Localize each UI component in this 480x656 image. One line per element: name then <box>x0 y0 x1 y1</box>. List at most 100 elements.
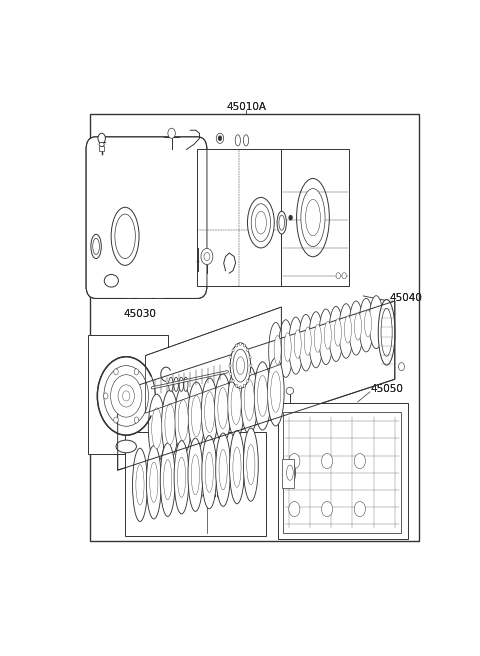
Ellipse shape <box>115 214 135 258</box>
Circle shape <box>104 365 148 426</box>
Circle shape <box>250 364 252 367</box>
Text: 45030: 45030 <box>123 308 156 319</box>
Text: 45030: 45030 <box>123 308 156 319</box>
Circle shape <box>108 266 124 289</box>
Ellipse shape <box>215 374 231 442</box>
Ellipse shape <box>233 447 241 487</box>
Circle shape <box>230 356 232 359</box>
Circle shape <box>216 133 224 144</box>
Ellipse shape <box>314 324 321 352</box>
Text: 45010A: 45010A <box>226 102 266 112</box>
Ellipse shape <box>174 441 189 514</box>
Circle shape <box>247 349 249 352</box>
Text: 45060: 45060 <box>191 491 223 501</box>
Circle shape <box>336 273 340 279</box>
Ellipse shape <box>152 408 162 449</box>
Ellipse shape <box>188 438 203 512</box>
Circle shape <box>247 379 249 382</box>
Circle shape <box>229 364 231 367</box>
Ellipse shape <box>299 314 313 371</box>
Ellipse shape <box>218 388 228 428</box>
Ellipse shape <box>294 330 301 358</box>
Ellipse shape <box>364 310 372 337</box>
Ellipse shape <box>235 134 240 146</box>
Ellipse shape <box>381 308 392 356</box>
Bar <box>125 432 266 536</box>
Ellipse shape <box>205 452 213 493</box>
Circle shape <box>90 232 106 254</box>
Ellipse shape <box>248 197 274 248</box>
Circle shape <box>98 133 106 144</box>
Ellipse shape <box>192 396 202 437</box>
Ellipse shape <box>175 386 192 454</box>
Bar <box>197 150 281 286</box>
Ellipse shape <box>136 464 144 505</box>
Ellipse shape <box>349 301 363 355</box>
Circle shape <box>235 384 238 387</box>
Ellipse shape <box>251 204 271 241</box>
Ellipse shape <box>378 299 395 365</box>
Ellipse shape <box>91 234 101 258</box>
Ellipse shape <box>219 449 227 490</box>
Ellipse shape <box>93 238 99 255</box>
Circle shape <box>322 453 333 468</box>
Ellipse shape <box>274 335 281 365</box>
Circle shape <box>114 417 118 423</box>
Circle shape <box>204 253 210 260</box>
Ellipse shape <box>233 349 248 382</box>
Ellipse shape <box>304 327 312 356</box>
Ellipse shape <box>297 178 329 256</box>
Ellipse shape <box>284 460 296 485</box>
Circle shape <box>136 281 153 303</box>
Circle shape <box>398 363 405 371</box>
Circle shape <box>232 379 234 382</box>
Ellipse shape <box>150 462 158 502</box>
Ellipse shape <box>192 455 200 495</box>
Ellipse shape <box>241 366 258 434</box>
Circle shape <box>114 369 118 375</box>
Circle shape <box>201 249 213 264</box>
Circle shape <box>97 251 113 274</box>
Ellipse shape <box>243 428 258 501</box>
Ellipse shape <box>132 448 147 522</box>
Ellipse shape <box>329 306 343 361</box>
Ellipse shape <box>162 390 178 459</box>
Ellipse shape <box>183 377 188 392</box>
Circle shape <box>134 369 139 375</box>
Text: 45040: 45040 <box>389 293 422 304</box>
Ellipse shape <box>168 377 173 392</box>
Circle shape <box>243 384 246 387</box>
Circle shape <box>243 344 246 347</box>
Text: 45010A: 45010A <box>226 102 266 112</box>
Ellipse shape <box>306 199 321 236</box>
Ellipse shape <box>339 304 353 358</box>
Circle shape <box>121 277 138 299</box>
Bar <box>99 146 104 152</box>
Ellipse shape <box>319 309 333 365</box>
Ellipse shape <box>148 394 165 462</box>
Circle shape <box>249 356 251 359</box>
Circle shape <box>122 391 130 401</box>
Ellipse shape <box>179 377 183 392</box>
Ellipse shape <box>178 457 186 497</box>
Ellipse shape <box>359 298 373 352</box>
Ellipse shape <box>324 321 331 349</box>
Bar <box>282 459 294 488</box>
Ellipse shape <box>344 316 351 343</box>
Text: 45050: 45050 <box>371 384 404 394</box>
Circle shape <box>289 501 300 517</box>
Ellipse shape <box>255 211 266 234</box>
Circle shape <box>118 385 134 407</box>
Ellipse shape <box>309 312 323 368</box>
Circle shape <box>110 375 142 417</box>
Circle shape <box>165 270 182 292</box>
Circle shape <box>230 373 232 375</box>
Ellipse shape <box>247 445 255 485</box>
Ellipse shape <box>104 274 119 287</box>
Ellipse shape <box>277 211 287 234</box>
Ellipse shape <box>269 323 283 380</box>
Circle shape <box>342 273 347 279</box>
Ellipse shape <box>201 378 218 446</box>
Bar <box>277 403 408 539</box>
Circle shape <box>134 417 139 423</box>
